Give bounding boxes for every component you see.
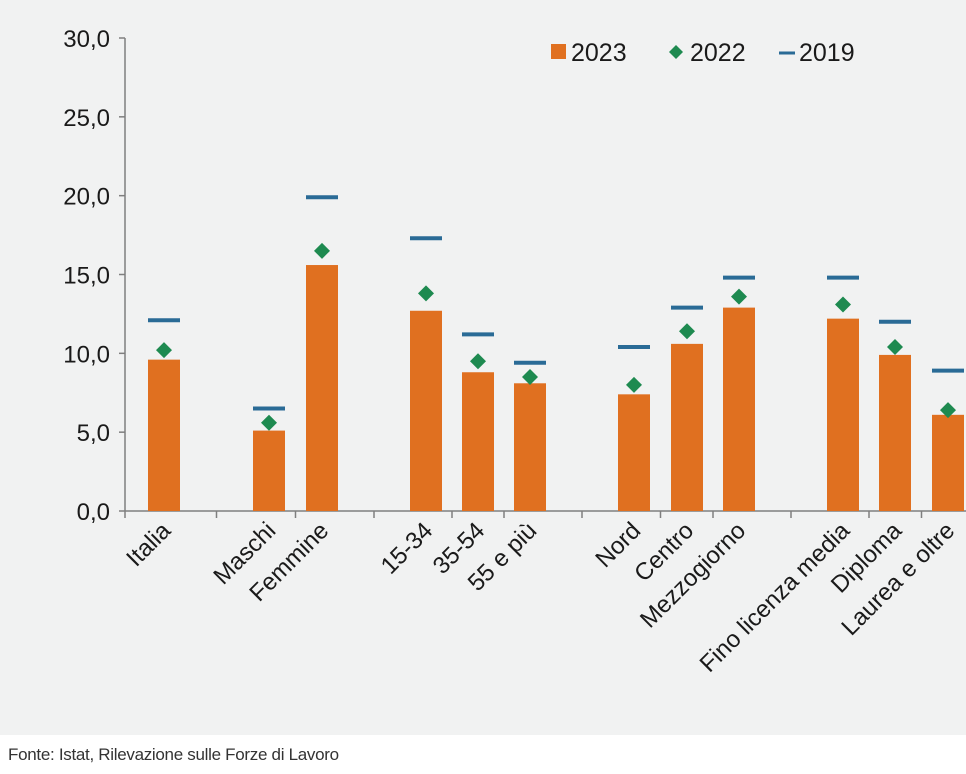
legend-label-2023: 2023	[571, 39, 627, 67]
chart-area: 0,0 5,0 10,0 15,0 20,0 25,0 30,0 Italia Maschi F…	[0, 0, 966, 735]
bar-2023	[462, 372, 494, 511]
bar-2023	[827, 318, 859, 511]
bar-2023	[410, 310, 442, 511]
bar-2023	[723, 307, 755, 511]
bar-2023	[671, 343, 703, 511]
legend-label-2022: 2022	[690, 39, 746, 67]
marker-2022	[156, 342, 172, 359]
y-tick-label: 0,0	[77, 499, 110, 526]
y-tick-label: 20,0	[63, 184, 110, 211]
chart-svg: 0,05,010,015,020,025,030,0 Italia MaschiF…	[63, 26, 966, 678]
y-tick-label: 5,0	[77, 420, 110, 447]
x-tick-label: Italia	[121, 517, 176, 572]
bar-2023	[253, 430, 285, 511]
bar-2023	[306, 265, 338, 511]
marker-2022	[679, 323, 695, 340]
bar-2023	[879, 354, 911, 511]
legend-label-2019: 2019	[799, 39, 855, 67]
bar-2023	[932, 414, 964, 511]
source-note: Fonte: Istat, Rilevazione sulle Forze di…	[8, 745, 339, 764]
marker-2022	[470, 353, 486, 370]
y-tick-label: 30,0	[63, 26, 110, 53]
marker-2022	[314, 242, 330, 259]
marker-2022	[835, 296, 851, 313]
bar-2023	[514, 383, 546, 511]
bar-2023	[618, 394, 650, 511]
marker-2022	[940, 402, 956, 419]
y-tick-label: 25,0	[63, 105, 110, 132]
marker-2022	[522, 368, 538, 385]
marker-2022	[731, 288, 747, 305]
x-tick-label: 15-34	[376, 517, 439, 580]
marker-2022	[887, 339, 903, 356]
legend-swatch-2023	[551, 44, 566, 59]
legend-swatch-2022	[669, 45, 683, 59]
marker-2022	[626, 376, 642, 393]
bar-2023	[148, 359, 180, 511]
marker-2022	[418, 285, 434, 302]
y-tick-label: 10,0	[63, 341, 110, 368]
marker-2022	[261, 414, 277, 431]
y-tick-label: 15,0	[63, 263, 110, 290]
